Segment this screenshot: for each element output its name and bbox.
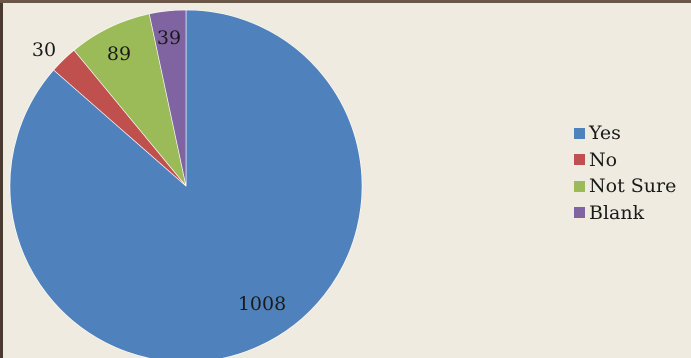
legend-label-no: No [589, 148, 618, 171]
data-labels: 1008 30 89 39 [32, 27, 286, 315]
data-label-no: 30 [32, 39, 56, 61]
legend-label-not-sure: Not Sure [589, 175, 677, 198]
legend: Yes No Not Sure Blank [574, 120, 676, 226]
data-label-yes: 1008 [238, 293, 286, 315]
pie-slices [9, 9, 363, 358]
legend-label-yes: Yes [589, 122, 621, 145]
legend-item-blank: Blank [574, 200, 676, 227]
legend-swatch-no [574, 154, 585, 166]
legend-swatch-yes [574, 127, 585, 139]
legend-item-no: No [574, 147, 676, 174]
legend-swatch-not-sure [574, 180, 585, 192]
legend-label-blank: Blank [589, 201, 645, 224]
legend-swatch-blank [574, 207, 585, 219]
data-label-not-sure: 89 [107, 43, 131, 65]
pie-slice-blank [148, 9, 187, 187]
data-label-blank: 39 [157, 27, 181, 49]
legend-item-yes: Yes [574, 120, 676, 147]
legend-item-not-sure: Not Sure [574, 173, 676, 200]
